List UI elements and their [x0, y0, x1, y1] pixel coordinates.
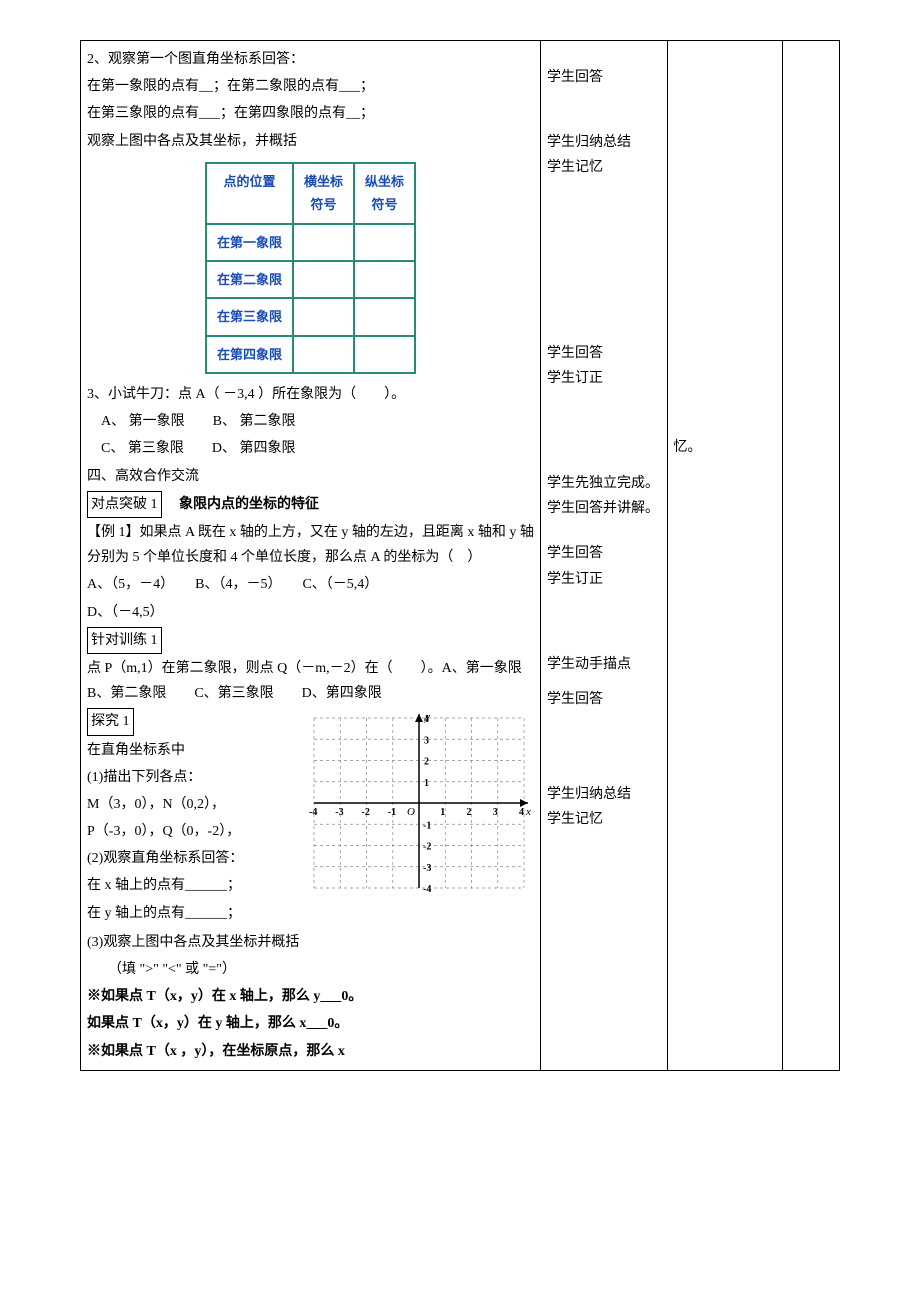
student-activity-cell: 学生回答 学生归纳总结 学生记忆 学生回答 学生订正 学生先独立完成。 学生回答…: [541, 41, 668, 1071]
coordinate-grid: xyO-4-3-2-112341234-1-2-3-4: [304, 708, 534, 898]
q2-line1: 在第一象限的点有__；在第二象限的点有___；: [87, 74, 534, 99]
qtable-row1-y: [354, 224, 415, 261]
student-s4: 学生回答: [547, 341, 661, 366]
explore1-t7: 在 y 轴上的点有______；: [87, 901, 534, 926]
svg-text:1: 1: [440, 807, 445, 818]
explore1-t9: （填 ">" "<" 或 "="）: [87, 957, 534, 982]
q3-title: 3、小试牛刀：点 A（ －3,4 ）所在象限为（ ）。: [87, 382, 534, 407]
section4-heading: 四、高效合作交流: [87, 464, 534, 489]
example1-optD: D、（－4,5）: [87, 600, 534, 625]
qtable-row3-x: [293, 298, 354, 335]
train1-line: 针对训练 1: [87, 627, 534, 654]
qtable-row1-x: [293, 224, 354, 261]
svg-text:4: 4: [519, 807, 524, 818]
qtable-row4-x: [293, 336, 354, 373]
student-s13: 学生记忆: [547, 807, 661, 832]
qtable-row2-x: [293, 261, 354, 298]
student-s12: 学生归纳总结: [547, 782, 661, 807]
student-s11: 学生回答: [547, 687, 661, 712]
svg-text:-2: -2: [423, 842, 431, 853]
rule2: 如果点 T（x，y）在 y 轴上，那么 x___0。: [87, 1011, 534, 1036]
student-s7: 学生回答并讲解。: [547, 496, 661, 521]
svg-text:-4: -4: [423, 884, 431, 895]
svg-text:O: O: [407, 806, 415, 818]
focus1-title: 象限内点的坐标的特征: [179, 497, 319, 512]
train1-text: 点 P（m,1）在第二象限，则点 Q（－m,－2）在（ ）。A、第一象限 B、第…: [87, 656, 534, 706]
rule3: ※如果点 T（x ，y），在坐标原点，那么 x: [87, 1039, 534, 1064]
quadrant-summary-table: 点的位置 横坐标 符号 纵坐标 符号 在第一象限 在第二象限 在第三象限 在第四…: [205, 162, 416, 374]
student-s10: 学生动手描点: [547, 652, 661, 677]
q3-opts-cd: C、 第三象限 D、 第四象限: [87, 436, 534, 461]
svg-text:3: 3: [424, 736, 429, 747]
explore1-block: xyO-4-3-2-112341234-1-2-3-4 探究 1 在直角坐标系中…: [87, 708, 534, 928]
svg-text:-1: -1: [423, 821, 431, 832]
qtable-row3-y: [354, 298, 415, 335]
q2-line3: 观察上图中各点及其坐标，并概括: [87, 129, 534, 154]
example1-text: 【例 1】如果点 A 既在 x 轴的上方，又在 y 轴的左边，且距离 x 轴和 …: [87, 520, 534, 570]
qtable-header-ysign: 纵坐标 符号: [354, 163, 415, 224]
svg-text:2: 2: [424, 757, 429, 768]
qtable-row2-label: 在第二象限: [206, 261, 293, 298]
main-content-cell: 2、观察第一个图直角坐标系回答： 在第一象限的点有__；在第二象限的点有___；…: [81, 41, 541, 1071]
svg-text:-3: -3: [335, 807, 343, 818]
grid-svg: xyO-4-3-2-112341234-1-2-3-4: [304, 708, 534, 898]
student-s3: 学生记忆: [547, 155, 661, 180]
qtable-row1-label: 在第一象限: [206, 224, 293, 261]
example1-opts: A、（5，－4） B、（4，－5） C、（－5,4）: [87, 572, 534, 597]
qtable-header-position: 点的位置: [206, 163, 293, 224]
svg-text:1: 1: [424, 778, 429, 789]
student-s5: 学生订正: [547, 366, 661, 391]
qtable-row4-label: 在第四象限: [206, 336, 293, 373]
svg-text:-4: -4: [309, 807, 317, 818]
focus1-box: 对点突破 1: [87, 491, 162, 518]
qtable-row3-label: 在第三象限: [206, 298, 293, 335]
note-n1: 忆。: [674, 435, 776, 460]
train1-box: 针对训练 1: [87, 627, 162, 654]
student-s9: 学生订正: [547, 567, 661, 592]
svg-text:-3: -3: [423, 863, 431, 874]
student-s1: 学生回答: [547, 65, 661, 90]
svg-text:-1: -1: [388, 807, 396, 818]
qtable-row4-y: [354, 336, 415, 373]
svg-text:-2: -2: [362, 807, 370, 818]
qtable-header-xsign: 横坐标 符号: [293, 163, 354, 224]
focus1-line: 对点突破 1 象限内点的坐标的特征: [87, 491, 534, 518]
lesson-layout-table: 2、观察第一个图直角坐标系回答： 在第一象限的点有__；在第二象限的点有___；…: [80, 40, 840, 1071]
student-s8: 学生回答: [547, 541, 661, 566]
rule1: ※如果点 T（x，y）在 x 轴上，那么 y___0。: [87, 984, 534, 1009]
q3-opts-ab: A、 第一象限 B、 第二象限: [87, 409, 534, 434]
svg-text:x: x: [525, 806, 531, 818]
student-s2: 学生归纳总结: [547, 130, 661, 155]
explore1-t8: (3)观察上图中各点及其坐标并概括: [87, 930, 534, 955]
student-s6: 学生先独立完成。: [547, 471, 661, 496]
extra-cell: [782, 41, 840, 1071]
note-cell: 忆。: [667, 41, 782, 1071]
svg-text:3: 3: [493, 807, 498, 818]
q2-intro: 2、观察第一个图直角坐标系回答：: [87, 47, 534, 72]
svg-text:4: 4: [424, 714, 429, 725]
q2-line2: 在第三象限的点有___；在第四象限的点有__；: [87, 101, 534, 126]
explore1-box: 探究 1: [87, 708, 134, 735]
svg-text:2: 2: [467, 807, 472, 818]
qtable-row2-y: [354, 261, 415, 298]
